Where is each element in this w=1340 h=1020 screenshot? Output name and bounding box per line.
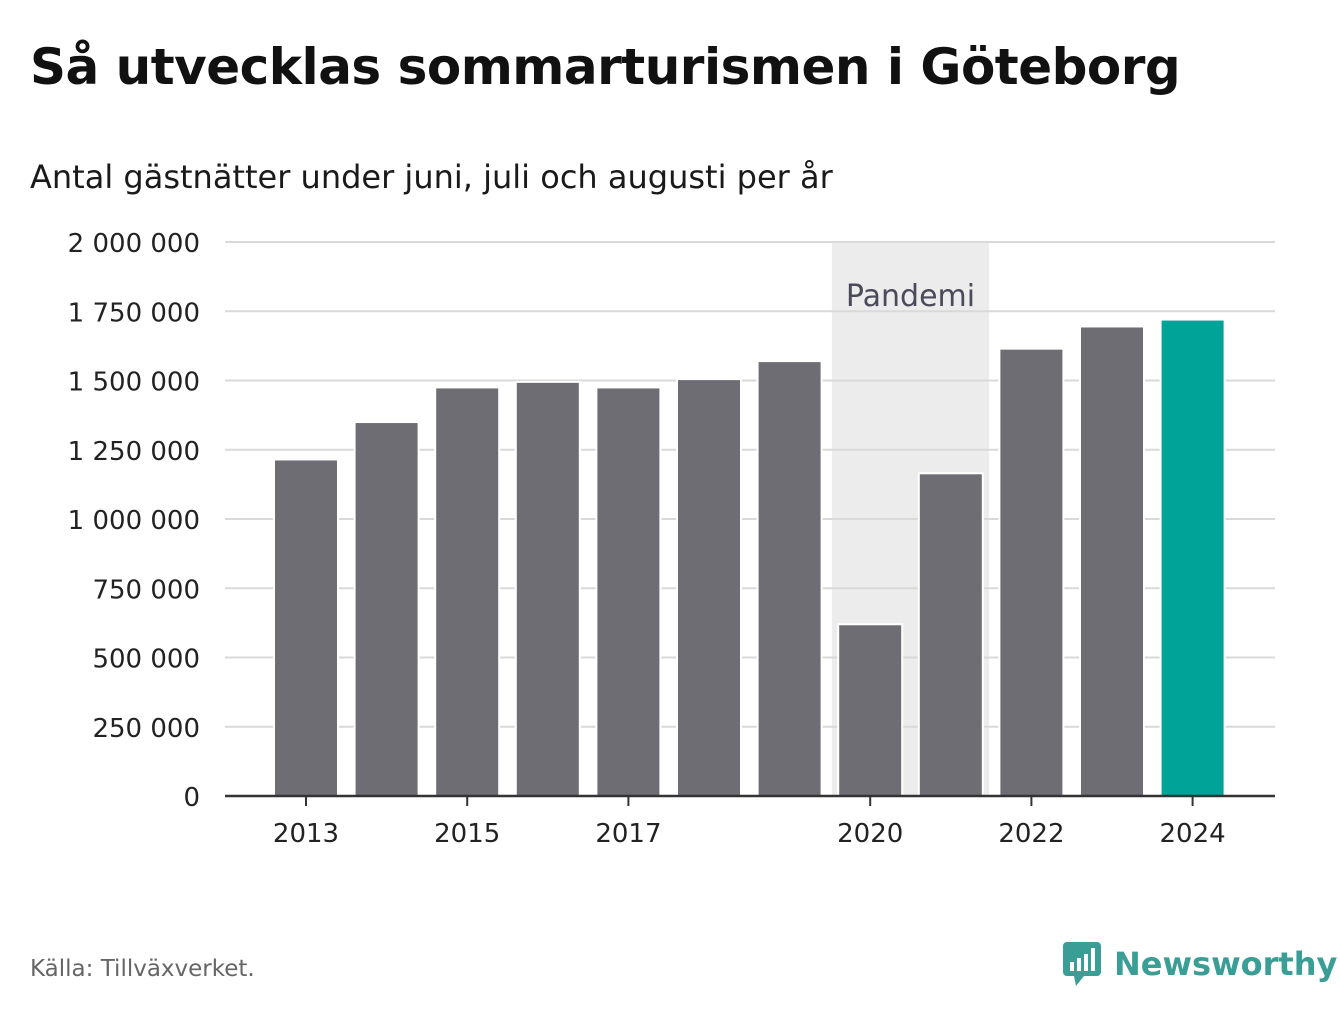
x-tick-label: 2015 — [434, 819, 500, 849]
bar-2013 — [273, 458, 339, 797]
y-tick-label: 250 000 — [92, 714, 200, 744]
x-tick-label: 2024 — [1160, 819, 1226, 849]
x-tick-label: 2022 — [998, 819, 1064, 849]
y-tick-label: 1 250 000 — [68, 437, 200, 467]
bar-2015 — [434, 386, 501, 797]
y-tick-label: 0 — [183, 783, 200, 813]
chart-title: Så utvecklas sommarturismen i Göteborg — [30, 38, 1181, 96]
x-tick-label: 2013 — [273, 819, 339, 849]
x-tick-label: 2017 — [595, 819, 661, 849]
bar-2020 — [837, 623, 904, 798]
y-tick-label: 1 500 000 — [68, 368, 200, 398]
bar-2021 — [917, 472, 984, 797]
y-tick-label: 750 000 — [92, 575, 200, 605]
bar-2018 — [676, 378, 742, 797]
newsworthy-logo-icon — [1063, 942, 1101, 986]
y-tick-label: 500 000 — [92, 645, 200, 675]
source-note: Källa: Tillväxverket. — [30, 956, 255, 982]
chart-subtitle: Antal gästnätter under juni, juli och au… — [30, 158, 833, 196]
y-tick-label: 1 750 000 — [68, 298, 200, 328]
bar-2022 — [998, 347, 1065, 797]
x-tick-label: 2020 — [837, 819, 903, 849]
pandemic-label: Pandemi — [846, 279, 975, 314]
bar-2024 — [1159, 318, 1226, 797]
y-tick-label: 1 000 000 — [68, 506, 200, 536]
brand-name: Newsworthy — [1114, 945, 1338, 983]
bar-2019 — [756, 360, 823, 797]
bar-2014 — [353, 421, 420, 797]
bar-chart: Pandemi 0 250 000 500 000 750 000 1 000 000 1 … — [68, 229, 1275, 849]
brand-logo: Newsworthy — [1062, 940, 1337, 988]
bar-2017 — [595, 386, 662, 797]
bar-2016 — [514, 380, 581, 797]
y-tick-label: 2 000 000 — [68, 229, 200, 259]
bar-2023 — [1079, 325, 1145, 797]
